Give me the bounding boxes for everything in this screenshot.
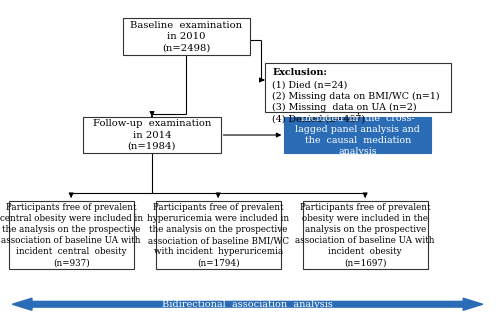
Text: Participants free of prevalent
hyperuricemia were included in
the analysis on th: Participants free of prevalent hyperuric… — [147, 203, 289, 267]
FancyBboxPatch shape — [84, 117, 220, 153]
FancyBboxPatch shape — [264, 63, 451, 112]
FancyBboxPatch shape — [122, 18, 250, 55]
Polygon shape — [12, 298, 483, 310]
FancyBboxPatch shape — [302, 201, 428, 269]
Text: Exclusion:: Exclusion: — [272, 68, 327, 77]
Text: Bidirectional  association  analysis: Bidirectional association analysis — [162, 300, 333, 309]
Text: Follow-up  examination
in 2014
(n=1984): Follow-up examination in 2014 (n=1984) — [93, 120, 211, 151]
Text: (1) Died (n=24)
(2) Missing data on BMI/WC (n=1)
(3) Missing  data on UA (n=2)
(: (1) Died (n=24) (2) Missing data on BMI/… — [272, 81, 440, 123]
Text: Baseline  examination
in 2010
(n=2498): Baseline examination in 2010 (n=2498) — [130, 21, 242, 52]
FancyBboxPatch shape — [8, 201, 134, 269]
Text: Participants free of prevalent
central obesity were included in
the analysis on : Participants free of prevalent central o… — [0, 203, 142, 267]
FancyBboxPatch shape — [284, 117, 432, 153]
Text: Included  in  the  cross-
lagged panel analysis and
the  causal  mediation
analy: Included in the cross- lagged panel anal… — [296, 114, 420, 156]
FancyBboxPatch shape — [156, 201, 280, 269]
Text: Participants free of prevalent
obesity were included in the
analysis on the pros: Participants free of prevalent obesity w… — [296, 203, 435, 267]
